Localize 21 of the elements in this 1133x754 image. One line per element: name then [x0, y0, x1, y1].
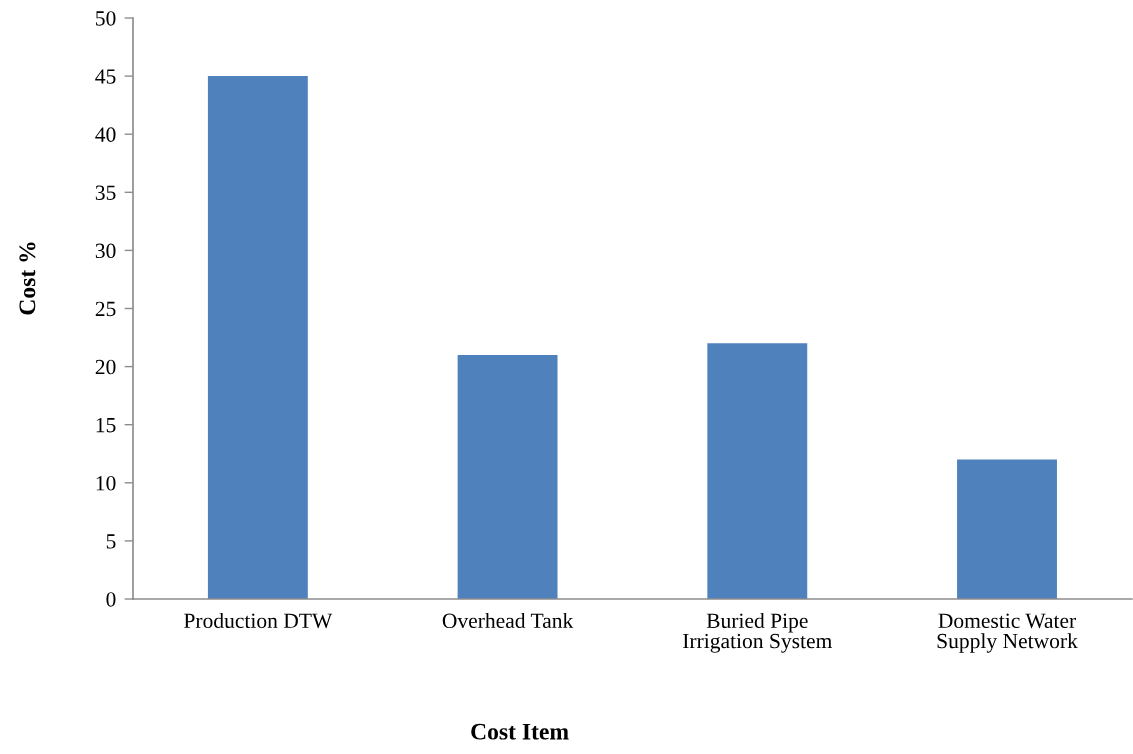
y-tick-label: 40	[95, 127, 116, 142]
y-tick-label: 35	[95, 185, 116, 200]
y-tick-label: 25	[95, 301, 116, 317]
y-tick-label: 5	[106, 534, 116, 549]
y-axis-title: Cost %	[19, 242, 36, 315]
bar	[957, 459, 1057, 599]
bar	[457, 354, 558, 599]
x-tick-label: Production DTW	[184, 612, 333, 629]
x-tick-label: Domestic Water Supply Network	[937, 613, 1078, 653]
x-tick-label: Overhead Tank	[442, 612, 574, 629]
y-tick-label: 45	[95, 69, 116, 84]
y-tick-label: 50	[96, 11, 116, 26]
y-tick-label: 0	[106, 592, 116, 607]
bar	[207, 76, 308, 599]
y-tick-label: 20	[95, 359, 116, 375]
y-tick-label: 15	[96, 417, 116, 433]
y-tick-label: 30	[95, 243, 116, 259]
bar	[707, 343, 808, 599]
x-axis-title: Cost Item	[471, 723, 569, 740]
x-tick-label: Buried Pipe Irrigation System	[683, 612, 832, 653]
y-tick-label: 10	[96, 475, 116, 491]
